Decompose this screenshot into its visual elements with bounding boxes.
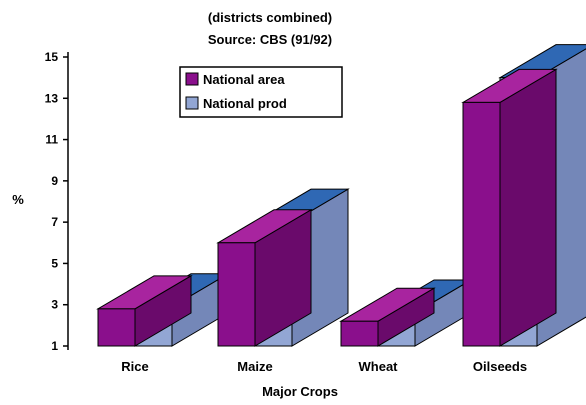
bar-group-maize [216, 188, 350, 347]
x-axis-label: Major Crops [262, 384, 338, 399]
bar-area-rice [97, 308, 136, 347]
bar-area-maize [217, 242, 256, 347]
x-tick-label-oilseeds: Oilseeds [473, 359, 527, 374]
legend-swatch-area [185, 72, 199, 86]
bar-area-oilseeds [462, 101, 501, 347]
chart-title-line1: (districts combined) [208, 10, 332, 25]
y-tick-label: 9 [51, 174, 58, 188]
legend-label-prod: National prod [203, 96, 287, 111]
bar-group-wheat [339, 279, 473, 347]
legend-swatch-prod [185, 96, 199, 110]
chart-title-line2: Source: CBS (91/92) [208, 32, 332, 47]
y-tick-label: 13 [45, 91, 59, 105]
y-tick-label: 1 [51, 339, 58, 353]
x-tick-label-wheat: Wheat [359, 359, 399, 374]
x-tick-label-rice: Rice [121, 359, 148, 374]
y-tick-label: 3 [51, 298, 58, 312]
legend-label-area: National area [203, 72, 285, 87]
y-tick-label: 11 [45, 133, 58, 147]
legend: National area National prod [179, 66, 343, 118]
y-axis-label: % [12, 192, 24, 207]
bar-group-rice [96, 272, 230, 347]
legend-box [179, 66, 343, 118]
y-tick-label: 15 [45, 50, 59, 64]
x-tick-label-maize: Maize [237, 359, 272, 374]
y-tick-label: 7 [51, 215, 58, 229]
bar-area-oilseeds-side [499, 68, 557, 347]
bar-area-wheat [340, 320, 379, 347]
bar-group-oilseeds [461, 44, 586, 347]
y-tick-label: 5 [51, 256, 58, 270]
